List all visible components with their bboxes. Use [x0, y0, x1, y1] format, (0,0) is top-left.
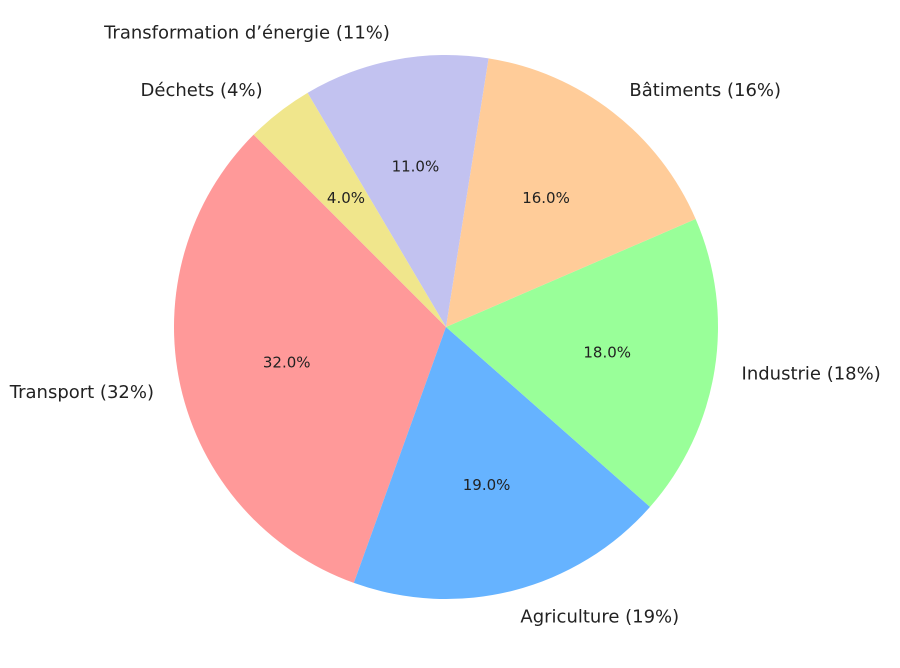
slice-percentage-label: 32.0%	[263, 354, 311, 372]
pie-slice	[353, 327, 651, 599]
slice-percentage-label: 18.0%	[583, 344, 631, 362]
slice-category-label: Bâtiments (16%)	[629, 80, 781, 101]
category-labels: Transport (32%) Agriculture (19%) Industri…	[9, 23, 881, 628]
pie-slice	[253, 92, 446, 327]
pie-slices	[173, 55, 718, 599]
pie-slice	[446, 218, 718, 507]
slice-percentage-label: 11.0%	[392, 158, 440, 176]
slice-category-label: Transformation d’énergie (11%)	[103, 23, 390, 44]
pie-slice	[173, 134, 446, 583]
pie-slice	[307, 55, 489, 328]
pie-slice	[446, 58, 696, 328]
percentage-labels: 32.0% 19.0% 18.0% 16.0% 11.0% 4.0%	[263, 158, 631, 494]
slice-percentage-label: 16.0%	[522, 189, 570, 207]
slice-percentage-label: 4.0%	[327, 189, 365, 207]
slice-category-label: Déchets (4%)	[141, 80, 263, 101]
slice-category-label: Industrie (18%)	[742, 363, 881, 384]
slice-category-label: Agriculture (19%)	[520, 606, 679, 627]
slice-category-label: Transport (32%)	[9, 382, 154, 403]
slice-percentage-label: 19.0%	[463, 476, 511, 494]
